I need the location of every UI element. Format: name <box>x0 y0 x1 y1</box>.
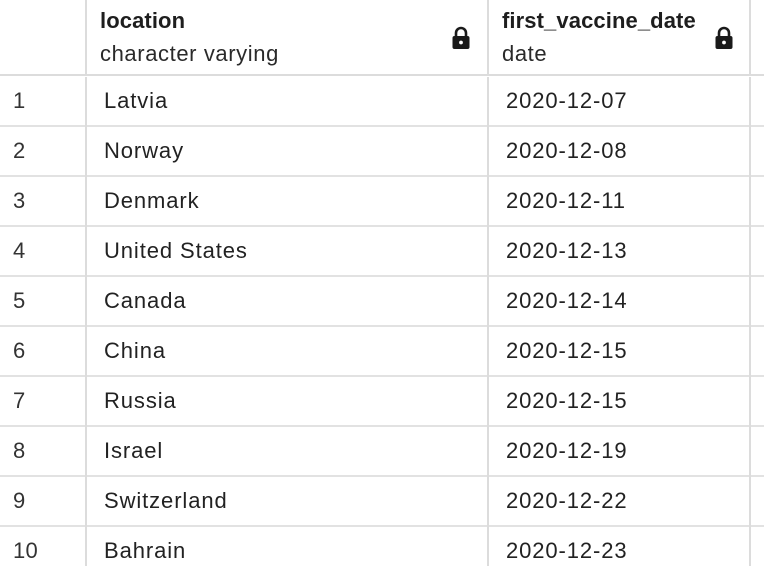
row-number-header[interactable] <box>0 0 87 76</box>
cell-location[interactable]: Denmark <box>87 177 489 227</box>
row-number: 3 <box>0 177 87 227</box>
row-number: 8 <box>0 427 87 477</box>
cell-first-vaccine-date[interactable]: 2020-12-11 <box>489 177 751 227</box>
row-number: 2 <box>0 127 87 177</box>
cell-location[interactable]: Norway <box>87 127 489 177</box>
cell-location[interactable]: Russia <box>87 377 489 427</box>
row-number: 4 <box>0 227 87 277</box>
cell-first-vaccine-date[interactable]: 2020-12-07 <box>489 77 751 127</box>
row-number: 7 <box>0 377 87 427</box>
cell-location[interactable]: United States <box>87 227 489 277</box>
column-type: character varying <box>100 41 279 66</box>
grid-header: location character varying first_vaccine… <box>0 0 764 76</box>
row-number: 6 <box>0 327 87 377</box>
cell-first-vaccine-date[interactable]: 2020-12-14 <box>489 277 751 327</box>
cell-first-vaccine-date[interactable]: 2020-12-13 <box>489 227 751 277</box>
column-header-first-vaccine-date[interactable]: first_vaccine_date date <box>489 0 751 76</box>
lock-icon <box>715 26 733 49</box>
row-number: 9 <box>0 477 87 527</box>
column-header-location[interactable]: location character varying <box>87 0 489 76</box>
table-row[interactable]: 5 Canada 2020-12-14 <box>0 277 764 327</box>
row-number: 10 <box>0 527 87 566</box>
column-name: location <box>100 8 186 33</box>
lock-icon <box>452 26 470 49</box>
table-row[interactable]: 3 Denmark 2020-12-11 <box>0 177 764 227</box>
cell-location[interactable]: Canada <box>87 277 489 327</box>
cell-first-vaccine-date[interactable]: 2020-12-08 <box>489 127 751 177</box>
table-row[interactable]: 7 Russia 2020-12-15 <box>0 377 764 427</box>
cell-first-vaccine-date[interactable]: 2020-12-22 <box>489 477 751 527</box>
table-row[interactable]: 2 Norway 2020-12-08 <box>0 127 764 177</box>
column-type: date <box>502 41 548 66</box>
cell-location[interactable]: Latvia <box>87 77 489 127</box>
cell-location[interactable]: China <box>87 327 489 377</box>
table-row[interactable]: 6 China 2020-12-15 <box>0 327 764 377</box>
cell-location[interactable]: Bahrain <box>87 527 489 566</box>
row-number: 5 <box>0 277 87 327</box>
cell-first-vaccine-date[interactable]: 2020-12-19 <box>489 427 751 477</box>
row-number: 1 <box>0 77 87 127</box>
table-row[interactable]: 1 Latvia 2020-12-07 <box>0 77 764 127</box>
table-row[interactable]: 8 Israel 2020-12-19 <box>0 427 764 477</box>
table-row[interactable]: 10 Bahrain 2020-12-23 <box>0 527 764 566</box>
cell-first-vaccine-date[interactable]: 2020-12-23 <box>489 527 751 566</box>
cell-location[interactable]: Israel <box>87 427 489 477</box>
cell-location[interactable]: Switzerland <box>87 477 489 527</box>
cell-first-vaccine-date[interactable]: 2020-12-15 <box>489 327 751 377</box>
column-name: first_vaccine_date <box>502 8 696 33</box>
table-row[interactable]: 9 Switzerland 2020-12-22 <box>0 477 764 527</box>
table-row[interactable]: 4 United States 2020-12-13 <box>0 227 764 277</box>
cell-first-vaccine-date[interactable]: 2020-12-15 <box>489 377 751 427</box>
